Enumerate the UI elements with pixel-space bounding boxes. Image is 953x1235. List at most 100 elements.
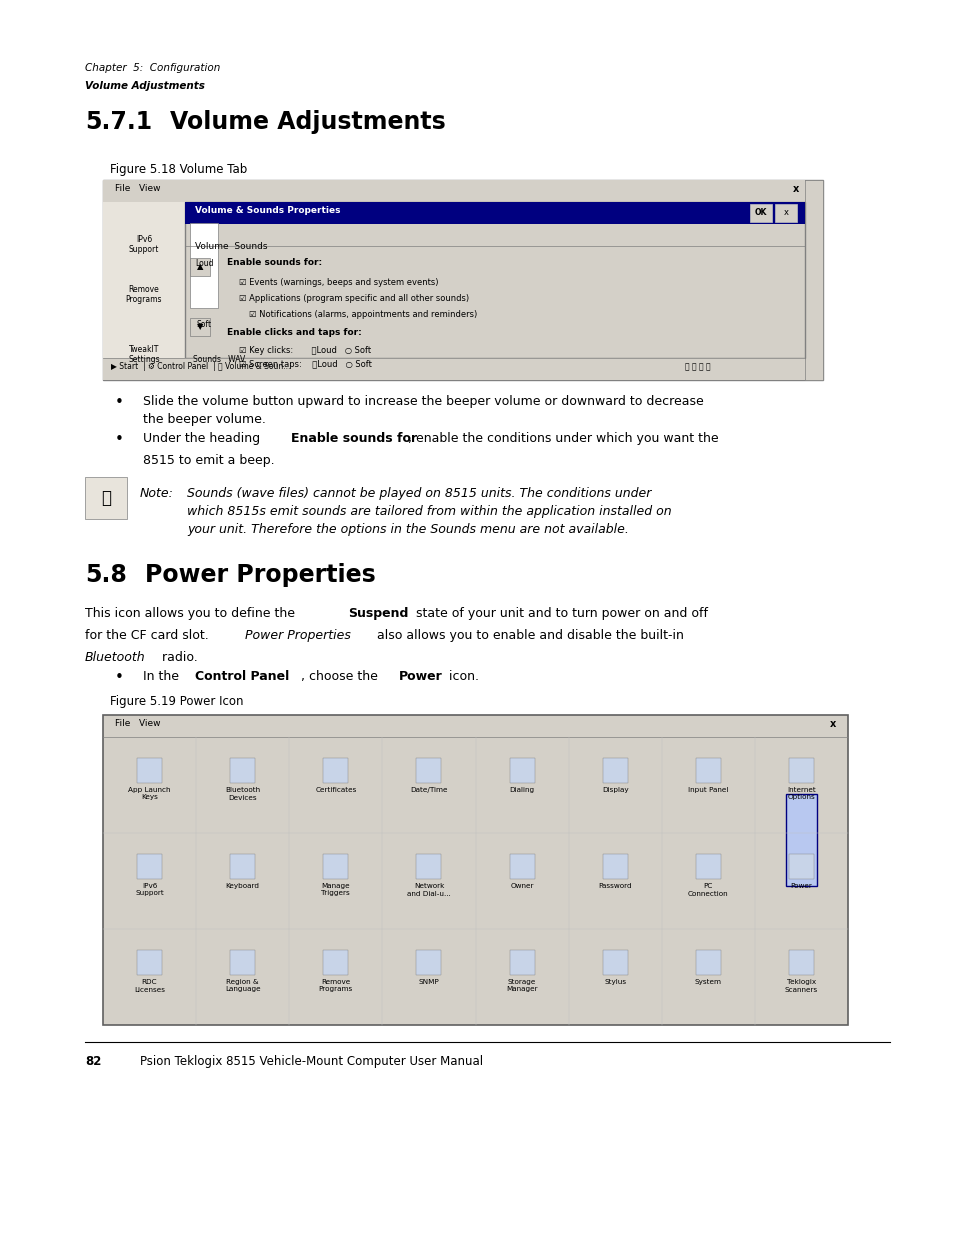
Text: Note:: Note: xyxy=(140,487,173,500)
Text: Figure 5.18 Volume Tab: Figure 5.18 Volume Tab xyxy=(110,163,247,177)
Text: ☑ Events (warnings, beeps and system events): ☑ Events (warnings, beeps and system eve… xyxy=(239,278,438,287)
Bar xyxy=(695,950,720,974)
Text: , choose the: , choose the xyxy=(301,671,381,683)
Text: Network
and Dial-u...: Network and Dial-u... xyxy=(407,883,451,897)
Text: 8515 to emit a beep.: 8515 to emit a beep. xyxy=(143,454,274,467)
Text: Soft: Soft xyxy=(196,320,212,329)
Bar xyxy=(103,715,847,1025)
Bar xyxy=(185,203,804,224)
Text: Volume Adjustments: Volume Adjustments xyxy=(85,82,205,91)
Text: Power Properties: Power Properties xyxy=(245,629,351,642)
Bar xyxy=(695,758,720,783)
Bar xyxy=(785,794,816,885)
Bar xyxy=(185,203,804,358)
Text: IPv6
Support: IPv6 Support xyxy=(129,235,159,254)
Text: Bluetooth
Devices: Bluetooth Devices xyxy=(225,787,260,800)
Text: Power Properties: Power Properties xyxy=(145,563,375,587)
Text: also allows you to enable and disable the built-in: also allows you to enable and disable th… xyxy=(373,629,683,642)
Text: 5.8: 5.8 xyxy=(85,563,127,587)
Text: Loud: Loud xyxy=(194,259,213,268)
Bar xyxy=(323,758,348,783)
Bar xyxy=(230,853,254,879)
Text: Stylus: Stylus xyxy=(603,979,625,986)
Bar xyxy=(230,950,254,974)
Bar xyxy=(749,204,771,222)
Text: x: x xyxy=(829,719,836,729)
Bar xyxy=(804,180,822,380)
Text: Control Panel: Control Panel xyxy=(194,671,289,683)
Text: Teklogix
Scanners: Teklogix Scanners xyxy=(784,979,818,993)
Text: IPv6
Support: IPv6 Support xyxy=(135,883,164,897)
Text: This icon allows you to define the: This icon allows you to define the xyxy=(85,606,298,620)
Text: SNMP: SNMP xyxy=(418,979,438,986)
Bar xyxy=(85,477,127,519)
Bar xyxy=(602,853,627,879)
Text: Password: Password xyxy=(598,883,631,889)
Text: RDC
Licenses: RDC Licenses xyxy=(134,979,165,993)
Bar xyxy=(788,950,813,974)
Text: Internet
Options: Internet Options xyxy=(786,787,815,800)
Bar xyxy=(103,358,804,380)
Text: ▶ Start  | ⚙ Control Panel  | 🔊 Volume & Soun...: ▶ Start | ⚙ Control Panel | 🔊 Volume & S… xyxy=(111,362,290,370)
Bar xyxy=(190,258,210,275)
Text: 🔊 📶 🔋 🕐: 🔊 📶 🔋 🕐 xyxy=(684,362,710,370)
Text: Enable sounds for: Enable sounds for xyxy=(291,432,416,445)
Bar xyxy=(788,853,813,879)
Text: for the CF card slot.: for the CF card slot. xyxy=(85,629,213,642)
Bar xyxy=(190,317,210,336)
Bar xyxy=(509,758,534,783)
Text: File   View: File View xyxy=(115,184,160,193)
Text: System: System xyxy=(694,979,721,986)
Text: Enable clicks and taps for:: Enable clicks and taps for: xyxy=(227,329,361,337)
FancyBboxPatch shape xyxy=(103,180,822,380)
Bar xyxy=(509,853,534,879)
Bar xyxy=(323,950,348,974)
Bar xyxy=(416,758,441,783)
Text: •: • xyxy=(115,432,124,447)
Bar xyxy=(602,950,627,974)
Text: 📖: 📖 xyxy=(101,489,111,508)
Text: Storage
Manager: Storage Manager xyxy=(506,979,537,993)
Bar xyxy=(416,853,441,879)
Text: App Launch
Keys: App Launch Keys xyxy=(128,787,171,800)
Bar xyxy=(788,853,813,879)
Text: x: x xyxy=(792,184,799,194)
Text: Volume  Sounds: Volume Sounds xyxy=(194,242,267,251)
Text: Sounds (wave files) cannot be played on 8515 units. The conditions under
which 8: Sounds (wave files) cannot be played on … xyxy=(187,487,671,536)
Text: OK: OK xyxy=(754,209,766,217)
Text: , enable the conditions under which you want the: , enable the conditions under which you … xyxy=(408,432,718,445)
Text: Volume Adjustments: Volume Adjustments xyxy=(170,110,445,135)
Text: Dialing: Dialing xyxy=(509,787,534,793)
Text: PC
Connection: PC Connection xyxy=(687,883,728,897)
Bar xyxy=(137,853,162,879)
Bar xyxy=(602,758,627,783)
Text: 82: 82 xyxy=(85,1055,101,1068)
Text: •: • xyxy=(115,395,124,410)
Text: In the: In the xyxy=(143,671,183,683)
Bar xyxy=(190,224,218,308)
Text: Chapter  5:  Configuration: Chapter 5: Configuration xyxy=(85,63,220,73)
Text: 5.7.1: 5.7.1 xyxy=(85,110,152,135)
Text: ▲: ▲ xyxy=(196,263,203,272)
Text: radio.: radio. xyxy=(158,651,197,664)
Bar xyxy=(509,950,534,974)
Bar xyxy=(230,758,254,783)
Text: ☑ Screen taps:    ⦿Loud   ○ Soft: ☑ Screen taps: ⦿Loud ○ Soft xyxy=(239,359,372,369)
Bar xyxy=(774,204,796,222)
Text: Keyboard: Keyboard xyxy=(226,883,259,889)
Text: Input Panel: Input Panel xyxy=(687,787,728,793)
Text: ▼: ▼ xyxy=(196,322,203,331)
Text: x: x xyxy=(782,209,788,217)
Text: •: • xyxy=(115,671,124,685)
Text: Certificates: Certificates xyxy=(314,787,356,793)
Text: Region &
Language: Region & Language xyxy=(225,979,260,993)
Text: Date/Time: Date/Time xyxy=(410,787,447,793)
Text: Suspend: Suspend xyxy=(348,606,408,620)
Bar xyxy=(103,203,185,380)
Bar xyxy=(416,950,441,974)
Text: icon.: icon. xyxy=(444,671,478,683)
Text: Figure 5.19 Power Icon: Figure 5.19 Power Icon xyxy=(110,695,243,708)
Bar xyxy=(137,758,162,783)
Text: Enable sounds for:: Enable sounds for: xyxy=(227,258,322,267)
Text: Sounds   WAV: Sounds WAV xyxy=(193,354,245,364)
